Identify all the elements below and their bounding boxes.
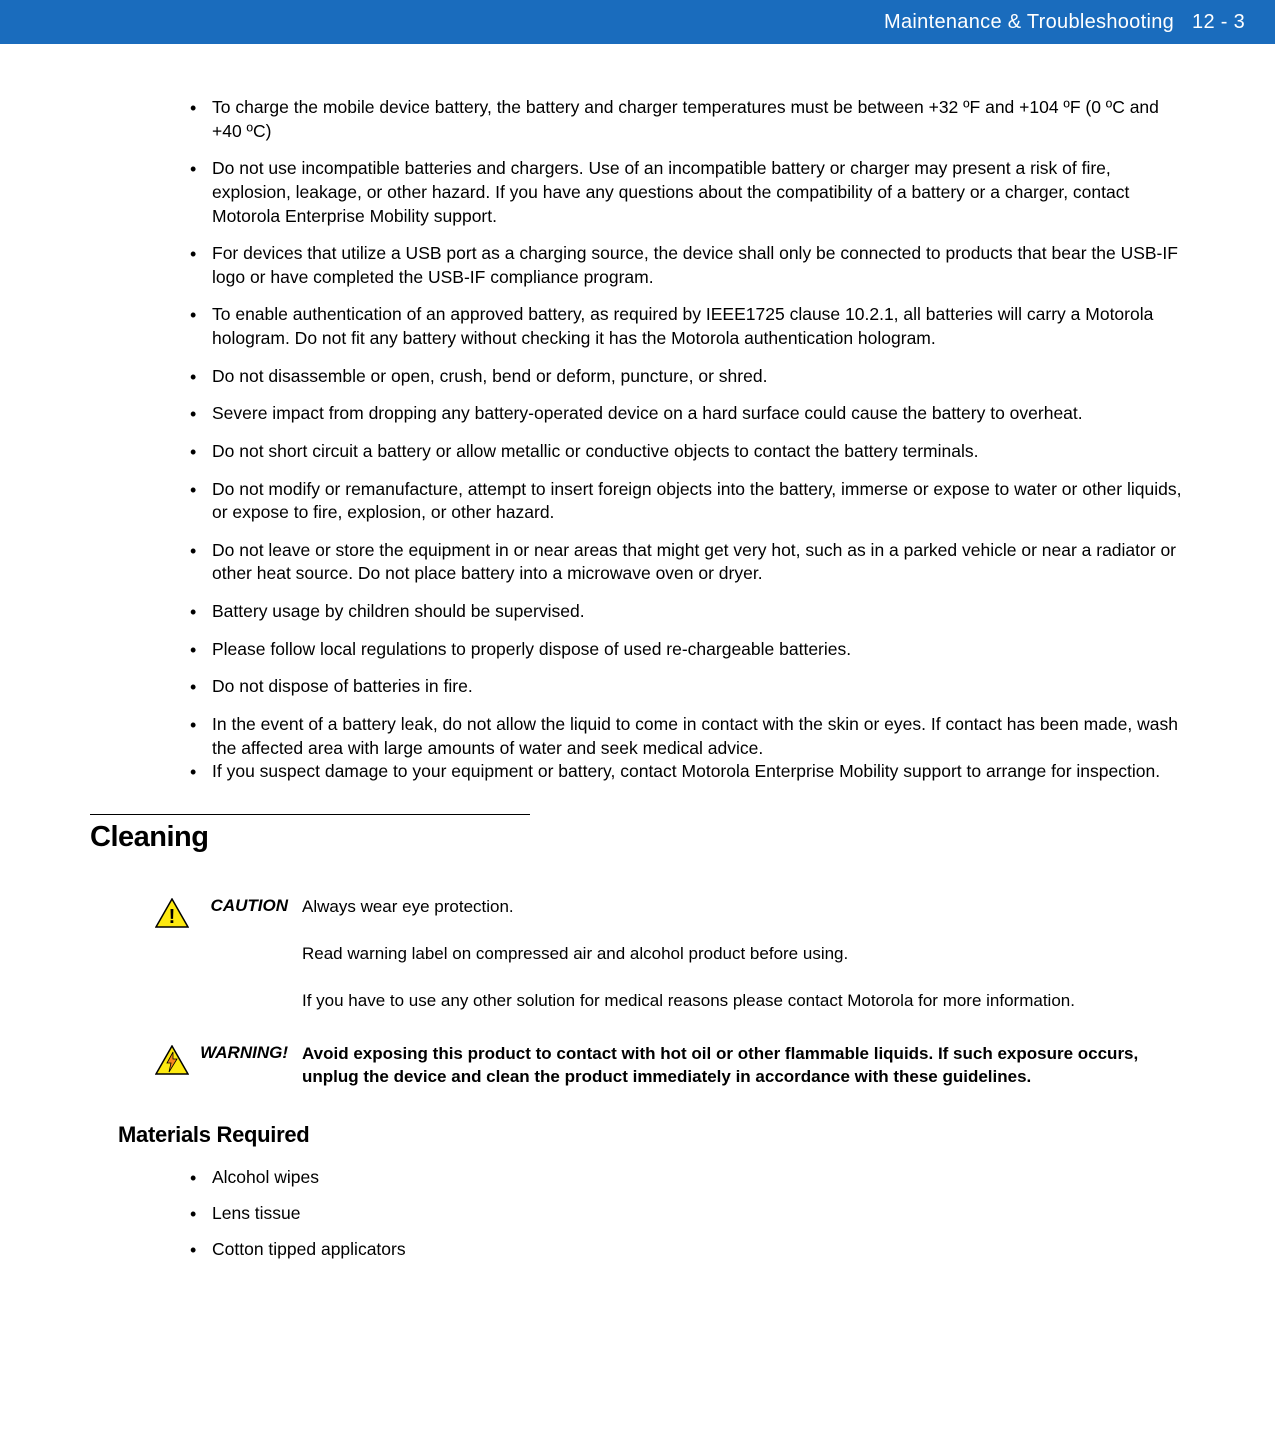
safety-bullet-list: To charge the mobile device battery, the… (90, 96, 1185, 784)
warning-label: WARNING! (192, 1043, 302, 1063)
caution-icon: ! (152, 896, 192, 928)
list-item: Alcohol wipes (186, 1166, 1185, 1190)
list-item: Do not disassemble or open, crush, bend … (186, 365, 1185, 389)
warning-icon (152, 1043, 192, 1075)
header-page-number: 12 - 3 (1192, 11, 1245, 34)
list-item: Do not short circuit a battery or allow … (186, 440, 1185, 464)
caution-callout: ! CAUTION Always wear eye protection. Re… (90, 896, 1185, 1013)
materials-title: Materials Required (118, 1122, 1185, 1148)
list-item: Do not modify or remanufacture, attempt … (186, 478, 1185, 525)
list-item: Do not leave or store the equipment in o… (186, 539, 1185, 586)
section-divider (90, 814, 530, 815)
page-header: Maintenance & Troubleshooting 12 - 3 (0, 0, 1275, 44)
list-item: Please follow local regulations to prope… (186, 638, 1185, 662)
list-item: Do not dispose of batteries in fire. (186, 675, 1185, 699)
warning-text: Avoid exposing this product to contact w… (302, 1043, 1185, 1089)
page-content: To charge the mobile device battery, the… (0, 44, 1275, 1293)
caution-line: Read warning label on compressed air and… (302, 943, 1185, 966)
list-item: To charge the mobile device battery, the… (186, 96, 1185, 143)
svg-text:!: ! (169, 906, 176, 928)
header-title: Maintenance & Troubleshooting (884, 11, 1174, 34)
list-item: In the event of a battery leak, do not a… (186, 713, 1185, 760)
materials-list: Alcohol wipes Lens tissue Cotton tipped … (90, 1166, 1185, 1261)
list-item: Cotton tipped applicators (186, 1238, 1185, 1262)
warning-body: Avoid exposing this product to contact w… (302, 1043, 1185, 1089)
warning-callout: WARNING! Avoid exposing this product to … (90, 1043, 1185, 1089)
list-item: Battery usage by children should be supe… (186, 600, 1185, 624)
cleaning-title: Cleaning (90, 821, 1185, 854)
list-item: Lens tissue (186, 1202, 1185, 1226)
list-item: Do not use incompatible batteries and ch… (186, 157, 1185, 228)
list-item: For devices that utilize a USB port as a… (186, 242, 1185, 289)
list-item: Severe impact from dropping any battery-… (186, 402, 1185, 426)
caution-body: Always wear eye protection. Read warning… (302, 896, 1185, 1013)
list-item: To enable authentication of an approved … (186, 303, 1185, 350)
caution-line: Always wear eye protection. (302, 896, 1185, 919)
caution-line: If you have to use any other solution fo… (302, 990, 1185, 1013)
list-item: If you suspect damage to your equipment … (186, 760, 1185, 784)
caution-label: CAUTION (192, 896, 302, 916)
